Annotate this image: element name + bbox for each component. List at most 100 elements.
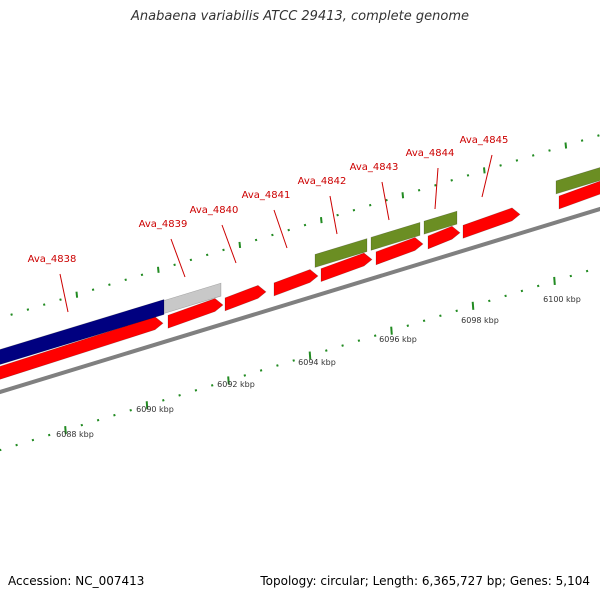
genome-backbone [0, 206, 600, 395]
gene-label: Ava_4844 [406, 148, 455, 159]
gene-arrow [558, 180, 600, 210]
inner-tick [194, 389, 198, 392]
inner-tick [357, 339, 361, 342]
outer-tick [271, 233, 274, 237]
outer-tick [59, 298, 62, 301]
outer-tick [515, 159, 519, 162]
gene-label: Ava_4843 [350, 162, 399, 173]
outer-tick [124, 278, 127, 282]
gene-label: Ava_4842 [298, 176, 347, 187]
inner-tick [31, 438, 35, 442]
gene-label: Ava_4838 [28, 254, 77, 265]
outer-tick [580, 139, 584, 142]
gene-leader-line [329, 195, 338, 235]
inner-tick [64, 426, 67, 435]
inner-tick [520, 289, 524, 293]
inner-tick [243, 374, 247, 377]
gene-arrow [273, 269, 319, 297]
outer-tick [238, 241, 242, 249]
gene-leader-line [170, 238, 186, 278]
outer-tick [173, 263, 176, 267]
inner-tick [373, 334, 377, 337]
inner-tick [504, 294, 507, 298]
outer-tick [26, 308, 30, 311]
gene-label: Ava_4840 [190, 205, 239, 216]
outer-tick [401, 192, 405, 199]
inner-tick [422, 319, 426, 323]
rna-gene [370, 221, 421, 251]
inner-tick [308, 351, 312, 360]
outer-tick [564, 142, 568, 149]
inner-tick [569, 274, 573, 278]
inner-tick [145, 401, 149, 410]
outer-tick [10, 313, 13, 316]
gene-label: Ava_4841 [242, 190, 291, 201]
inner-tick [80, 423, 84, 427]
inner-tick [439, 314, 442, 318]
inner-tick [276, 364, 279, 367]
outer-tick [108, 283, 111, 287]
scale-label: 6096 kbp [379, 335, 417, 344]
gene-label: Ava_4845 [460, 135, 509, 146]
outer-tick [320, 216, 323, 224]
scale-label: 6090 kbp [136, 405, 174, 414]
inner-tick [178, 394, 181, 397]
inner-tick [292, 359, 295, 362]
outer-tick [450, 179, 453, 182]
outer-tick [368, 203, 372, 207]
outer-tick [42, 303, 46, 306]
inner-tick [96, 418, 100, 422]
inner-tick [325, 349, 328, 352]
outer-tick [189, 258, 193, 262]
scale-label: 6094 kbp [298, 358, 336, 367]
inner-tick [488, 299, 491, 303]
outer-tick [499, 164, 502, 167]
outer-tick [205, 253, 209, 257]
scale-label-layer: 6088 kbp 6090 kbp 6092 kbp 6094 kbp 6096 kbp… [56, 295, 581, 439]
gene-arrow [462, 207, 521, 239]
gene-arrow [320, 252, 373, 283]
outer-tick [352, 208, 356, 212]
outer-tick [597, 134, 600, 137]
rna-gene [314, 238, 368, 268]
inner-tick [406, 324, 410, 327]
outer-tick [385, 198, 388, 202]
inner-tick [162, 398, 165, 402]
scale-label: 6092 kbp [217, 380, 255, 389]
outer-tick [157, 266, 160, 273]
rna-gene [555, 167, 600, 195]
outer-tick [140, 273, 144, 277]
outer-tick [254, 238, 258, 242]
rna-gene [423, 210, 458, 235]
outer-tick [434, 184, 437, 187]
gene-leader-line [59, 273, 69, 313]
gene-label: Ava_4839 [139, 219, 188, 230]
inner-tick [47, 433, 51, 437]
inner-tick [585, 269, 589, 273]
inner-tick [553, 276, 556, 286]
outer-tick [287, 228, 290, 232]
inner-tick [210, 384, 214, 387]
inner-tick [129, 408, 132, 412]
gene-leader-line [381, 181, 390, 221]
inner-tick [390, 326, 393, 335]
outer-tick [531, 154, 535, 157]
inner-tick [0, 448, 2, 452]
scale-label: 6098 kbp [461, 316, 499, 325]
inner-tick [259, 369, 263, 372]
outer-tick [75, 291, 79, 298]
gene-leader-line [273, 209, 288, 249]
outer-tick [466, 174, 470, 177]
outer-tick [483, 167, 486, 174]
outer-tick [91, 288, 95, 291]
accession-text: Accession: NC_007413 [8, 574, 145, 588]
feature-track [0, 167, 600, 380]
inner-tick [455, 309, 458, 313]
outer-tick [548, 149, 551, 152]
gene-leader-line [481, 154, 493, 198]
gene-arrow [224, 285, 267, 312]
genome-summary-text: Topology: circular; Length: 6,365,727 bp… [260, 574, 590, 588]
outer-tick [336, 213, 339, 217]
